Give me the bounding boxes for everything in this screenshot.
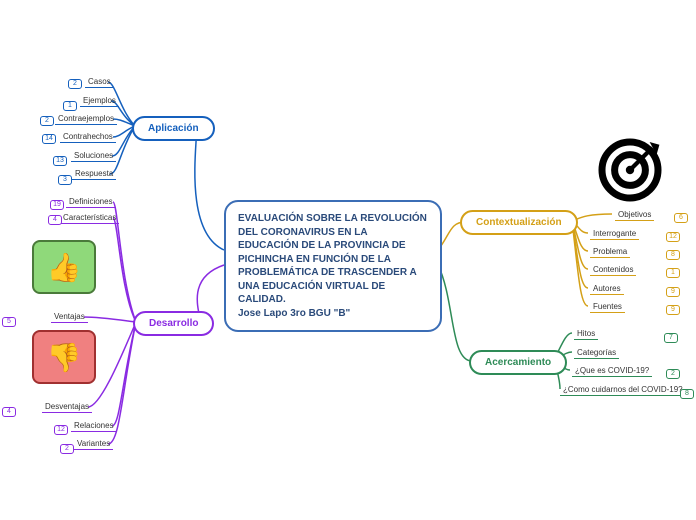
badge-contextualizacion-4: 9 [666, 287, 680, 297]
badge-aplicacion-2: 2 [40, 116, 54, 126]
leaf-acercamiento-3[interactable]: ¿Como cuidarnos del COVID-19? [560, 384, 686, 396]
leaf-contextualizacion-4[interactable]: Autores [590, 283, 624, 295]
badge-acercamiento-2: 2 [666, 369, 680, 379]
target-icon [595, 135, 665, 205]
leaf-aplicacion-1[interactable]: Ejemplos [80, 95, 119, 107]
thumbs-up-image: 👍 [32, 240, 96, 294]
leaf-aplicacion-2[interactable]: Contraejemplos [55, 113, 117, 125]
leaf-acercamiento-0[interactable]: Hitos [574, 328, 598, 340]
badge-desarrollo-5: 2 [60, 444, 74, 454]
leaf-aplicacion-5[interactable]: Respuesta [72, 168, 116, 180]
central-subtitle: Jose Lapo 3ro BGU "B" [238, 308, 350, 319]
badge-acercamiento-3: 8 [680, 389, 694, 399]
leaf-aplicacion-0[interactable]: Casos [85, 76, 114, 88]
leaf-desarrollo-4[interactable]: Relaciones [71, 420, 117, 432]
badge-contextualizacion-0: 6 [674, 213, 688, 223]
badge-desarrollo-2: 5 [2, 317, 16, 327]
badge-contextualizacion-3: 1 [666, 268, 680, 278]
leaf-acercamiento-1[interactable]: Categorías [574, 347, 619, 359]
leaf-desarrollo-3[interactable]: Desventajas [42, 401, 92, 413]
badge-contextualizacion-2: 8 [666, 250, 680, 260]
badge-desarrollo-1: 4 [48, 215, 62, 225]
badge-contextualizacion-1: 12 [666, 232, 680, 242]
leaf-contextualizacion-3[interactable]: Contenidos [590, 264, 636, 276]
leaf-desarrollo-2[interactable]: Ventajas [51, 311, 88, 323]
badge-aplicacion-0: 2 [68, 79, 82, 89]
leaf-contextualizacion-5[interactable]: Fuentes [590, 301, 625, 313]
badge-aplicacion-5: 3 [58, 175, 72, 185]
central-title: EVALUACIÓN SOBRE LA REVOLUCIÓN DEL CORON… [238, 213, 427, 305]
badge-contextualizacion-5: 9 [666, 305, 680, 315]
badge-aplicacion-1: 1 [63, 101, 77, 111]
leaf-contextualizacion-0[interactable]: Objetivos [615, 209, 654, 221]
leaf-desarrollo-0[interactable]: Definiciones [66, 196, 116, 208]
badge-desarrollo-0: 19 [50, 200, 64, 210]
badge-aplicacion-4: 13 [53, 156, 67, 166]
branch-contextualizacion[interactable]: Contextualización [460, 210, 578, 235]
badge-acercamiento-0: 7 [664, 333, 678, 343]
badge-desarrollo-4: 12 [54, 425, 68, 435]
branch-aplicacion[interactable]: Aplicación [132, 116, 215, 141]
branch-desarrollo[interactable]: Desarrollo [133, 311, 214, 336]
leaf-desarrollo-5[interactable]: Variantes [74, 438, 113, 450]
badge-aplicacion-3: 14 [42, 134, 56, 144]
central-topic[interactable]: EVALUACIÓN SOBRE LA REVOLUCIÓN DEL CORON… [224, 200, 442, 332]
leaf-desarrollo-1[interactable]: Características [60, 212, 119, 224]
badge-desarrollo-3: 4 [2, 407, 16, 417]
leaf-aplicacion-4[interactable]: Soluciones [71, 150, 116, 162]
leaf-contextualizacion-1[interactable]: Interrogante [590, 228, 639, 240]
leaf-contextualizacion-2[interactable]: Problema [590, 246, 630, 258]
leaf-aplicacion-3[interactable]: Contrahechos [60, 131, 116, 143]
branch-acercamiento[interactable]: Acercamiento [469, 350, 567, 375]
leaf-acercamiento-2[interactable]: ¿Que es COVID-19? [572, 365, 652, 377]
thumbs-down-image: 👎 [32, 330, 96, 384]
